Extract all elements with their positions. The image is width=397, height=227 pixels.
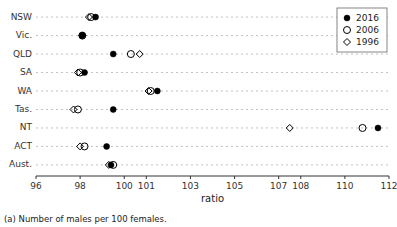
legend-label: 2016 [356, 13, 379, 23]
footnote: (a) Number of males per 100 females. [4, 214, 167, 224]
x-tick [300, 176, 301, 179]
x-tick-label: 103 [182, 181, 199, 191]
x-axis-line [36, 176, 389, 177]
point [81, 143, 88, 150]
grid-line [36, 72, 389, 73]
point [70, 106, 77, 113]
point [105, 161, 112, 168]
x-tick-label: 108 [292, 181, 309, 191]
point [110, 106, 116, 112]
series [74, 14, 366, 169]
grid-line [36, 127, 389, 128]
point [104, 143, 110, 149]
point [127, 51, 134, 58]
x-tick [36, 176, 37, 179]
y-tick-label: WA [17, 86, 32, 96]
point [147, 88, 154, 95]
x-tick [146, 176, 147, 179]
grid-line [36, 35, 389, 36]
y-tick-label: Vic. [16, 30, 32, 40]
x-tick [124, 176, 125, 179]
legend-label: 2006 [356, 25, 379, 35]
x-tick [278, 176, 279, 179]
x-tick-label: 101 [138, 181, 155, 191]
y-tick-label: Tas. [14, 104, 32, 114]
x-axis-label: ratio [201, 193, 224, 204]
x-tick [234, 176, 235, 179]
y-tick-label: SA [20, 67, 33, 77]
legend-marker [344, 27, 351, 34]
legend-box [337, 8, 387, 52]
grid-line [36, 54, 389, 55]
point [145, 88, 152, 95]
legend: 2016 2006 1996 [337, 8, 387, 52]
series [70, 14, 293, 169]
x-tick-label: 105 [226, 181, 243, 191]
x-tick [389, 176, 390, 179]
point [74, 106, 81, 113]
point [359, 124, 366, 131]
x-tick [190, 176, 191, 179]
point [79, 33, 85, 39]
x-tick-label: 107 [270, 181, 287, 191]
x-tick-label: 110 [336, 181, 353, 191]
point [79, 32, 86, 39]
point [85, 14, 92, 21]
y-tick-label: QLD [13, 49, 32, 59]
point [110, 161, 117, 168]
x-tick-label: 98 [74, 181, 86, 191]
point [79, 32, 86, 39]
point [77, 69, 84, 76]
grid-line [36, 91, 389, 92]
point [286, 124, 293, 131]
y-tick-label: Aust. [9, 159, 32, 169]
grid-line [36, 164, 389, 165]
legend-label: 1996 [356, 37, 379, 47]
grid-line [36, 17, 389, 18]
x-tick-label: 96 [30, 181, 42, 191]
x-tick [344, 176, 345, 179]
point [88, 14, 95, 21]
legend-marker [344, 15, 350, 21]
legend-marker [344, 39, 351, 46]
grid [36, 17, 389, 165]
x-tick-label: 112 [380, 181, 397, 191]
series [79, 14, 381, 168]
grid-line [36, 146, 389, 147]
point [77, 143, 84, 150]
point [375, 125, 381, 131]
x-tick-label: 100 [116, 181, 133, 191]
point [74, 69, 81, 76]
y-tick-label: NSW [11, 12, 32, 22]
y-tick-label: NT [20, 122, 33, 132]
grid-line [36, 109, 389, 110]
marks [70, 14, 381, 169]
x-tick [80, 176, 81, 179]
y-tick-label: ACT [14, 141, 32, 151]
point [110, 51, 116, 57]
point [154, 88, 160, 94]
point [136, 51, 143, 58]
